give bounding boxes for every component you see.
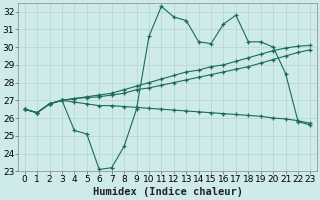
X-axis label: Humidex (Indice chaleur): Humidex (Indice chaleur) [92, 187, 243, 197]
